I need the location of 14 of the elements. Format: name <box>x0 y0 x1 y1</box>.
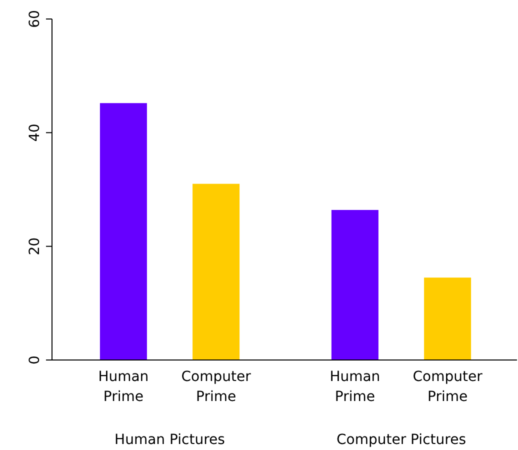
y-tick-label: 60 <box>26 10 43 28</box>
bar <box>192 184 240 360</box>
x-tick-label: Human Pictures <box>114 432 225 448</box>
y-tick-label: 20 <box>26 237 43 256</box>
bar <box>100 103 147 360</box>
text: Computer Prime <box>412 369 482 405</box>
series-label: Human Prime <box>330 369 380 405</box>
series-label: Computer Prime <box>181 369 252 405</box>
y-tick-label: 40 <box>26 124 43 142</box>
text: Human Prime <box>98 369 149 405</box>
x-tick-label: Computer Pictures <box>336 432 466 448</box>
bar <box>331 210 378 360</box>
bar <box>424 278 472 360</box>
y-tick-label: 0 <box>26 356 43 364</box>
